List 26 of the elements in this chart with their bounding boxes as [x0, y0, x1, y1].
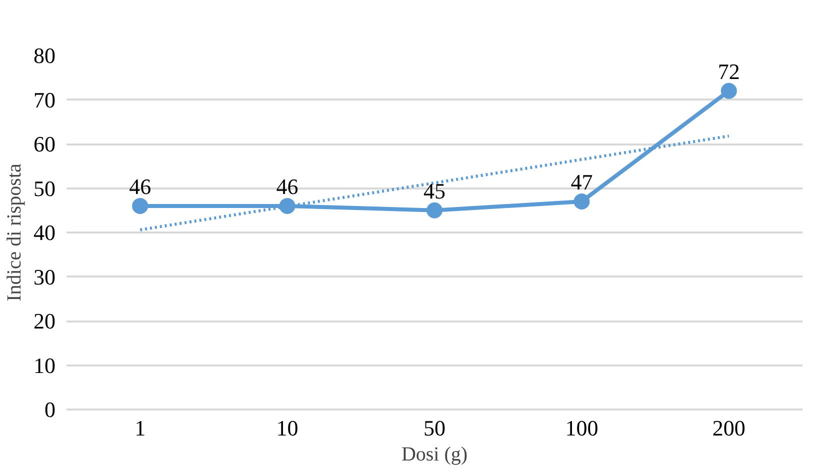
x-tick-label: 10 [276, 416, 298, 440]
y-axis-title: Indice di risposta [4, 164, 26, 302]
data-label: 47 [570, 170, 593, 195]
data-label: 72 [718, 58, 740, 84]
x-tick-label: 50 [424, 416, 446, 440]
x-tick-label: 200 [712, 416, 746, 440]
y-tick-label: 70 [34, 87, 56, 112]
y-tick-label: 0 [44, 397, 56, 422]
data-label: 45 [424, 178, 446, 204]
x-tick-label: 1 [134, 416, 146, 440]
point [426, 202, 442, 218]
y-tick-label: 50 [34, 176, 56, 201]
data-label: 46 [129, 174, 152, 199]
x-tick-label: 100 [565, 416, 598, 440]
y-tick-label: 30 [34, 264, 56, 290]
y-tick-label: 60 [34, 132, 56, 156]
data-label: 46 [276, 174, 298, 199]
point [132, 198, 148, 214]
y-tick-label: 10 [34, 352, 56, 378]
y-tick-label: 20 [34, 308, 56, 334]
point [574, 194, 590, 210]
x-axis-title: Dosi (g) [401, 444, 468, 466]
point [279, 198, 296, 214]
y-tick-label: 40 [34, 220, 56, 245]
y-tick-label: 80 [34, 43, 56, 68]
point [720, 82, 737, 99]
